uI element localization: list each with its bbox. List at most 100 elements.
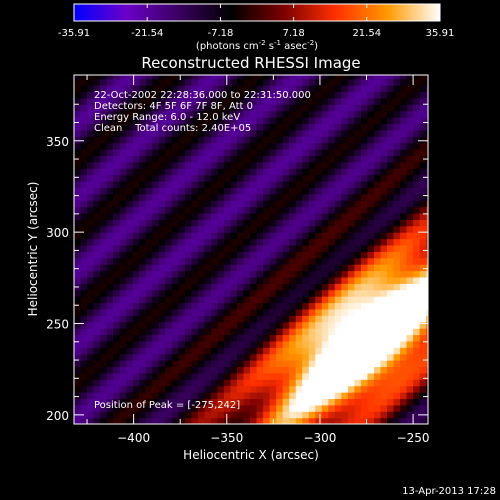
heatmap-cell [302,270,310,278]
heatmap-cell [321,129,329,137]
heatmap-cell [406,104,414,112]
heatmap-cell [413,392,421,400]
heatmap-cell [87,244,95,252]
heatmap-cell [243,91,251,99]
heatmap-cell [250,91,258,99]
heatmap-cell [184,238,192,246]
heatmap-cell [87,353,95,361]
heatmap-cell [341,302,349,310]
heatmap-cell [321,270,329,278]
heatmap-cell [152,321,160,329]
heatmap-cell [315,123,323,131]
heatmap-cell [165,296,173,304]
heatmap-cell [419,340,427,348]
heatmap-cell [250,385,258,393]
heatmap-cell [406,117,414,125]
heatmap-cell [145,366,153,374]
heatmap-cell [165,168,173,176]
heatmap-cell [269,328,277,336]
heatmap-cell [210,129,219,137]
heatmap-cell [165,276,173,284]
heatmap-cell [419,417,427,424]
heatmap-cell [197,117,206,125]
heatmap-cell [204,328,212,336]
heatmap-cell [373,225,382,233]
heatmap-cell [347,200,355,208]
heatmap-cell [152,129,160,137]
heatmap-cell [106,372,114,380]
heatmap-cell [243,366,251,374]
heatmap-cell [217,206,225,214]
heatmap-cell [126,161,134,169]
heatmap-cell [373,75,382,80]
heatmap-cell [321,200,329,208]
heatmap-cell [100,334,108,342]
heatmap-cell [426,142,428,150]
heatmap-cell [400,75,408,80]
heatmap-cell [289,232,297,240]
heatmap-cell [321,264,329,272]
heatmap-cell [171,321,179,329]
heatmap-cell [380,75,388,80]
heatmap-cell [119,270,127,278]
heatmap-cell [250,308,258,316]
heatmap-cell [373,212,382,220]
heatmap-cell [373,155,382,163]
heatmap-cell [178,328,186,336]
heatmap-cell [217,379,225,387]
heatmap-cell [256,392,264,400]
heatmap-cell [276,78,284,86]
heatmap-cell [341,385,349,393]
heatmap-cell [184,353,192,361]
heatmap-cell [302,212,310,220]
heatmap-cell [413,238,421,246]
heatmap-cell [119,392,127,400]
heatmap-cell [334,187,342,195]
heatmap-cell [400,168,408,176]
heatmap-cell [197,110,206,118]
heatmap-cell [256,372,264,380]
heatmap-cell [152,155,160,163]
heatmap-cell [289,212,297,220]
heatmap-cell [321,289,329,297]
heatmap-cell [367,238,375,246]
heatmap-cell [334,238,342,246]
heatmap-cell [191,142,199,150]
heatmap-cell [184,129,192,137]
heatmap-cell [126,321,134,329]
heatmap-cell [171,411,179,419]
heatmap-cell [289,104,297,112]
heatmap-cell [223,244,232,252]
heatmap-cell [197,104,206,112]
heatmap-cell [256,302,264,310]
heatmap-cell [328,212,336,220]
heatmap-cell [289,308,297,316]
heatmap-cell [256,347,264,355]
heatmap-cell [282,200,290,208]
heatmap-cell [354,411,362,419]
heatmap-cell [93,174,101,182]
heatmap-cell [243,315,251,323]
heatmap-cell [360,353,369,361]
heatmap-cell [230,136,238,144]
heatmap-cell [393,136,401,144]
heatmap-cell [387,244,395,252]
heatmap-cell [165,117,173,125]
heatmap-cell [250,78,258,86]
heatmap-cell [178,180,186,188]
heatmap-cell [80,149,88,156]
heatmap-cell [191,251,199,259]
heatmap-cell [87,411,95,419]
heatmap-cell [93,104,101,112]
heatmap-cell [152,123,160,131]
heatmap-cell [217,123,225,131]
heatmap-cell [308,283,316,291]
heatmap-cell [308,251,316,259]
heatmap-cell [165,187,173,195]
heatmap-cell [380,180,388,188]
heatmap-cell [341,347,349,355]
heatmap-cell [393,404,401,412]
heatmap-cell [210,411,219,419]
heatmap-cell [100,264,108,272]
heatmap-cell [406,110,414,118]
